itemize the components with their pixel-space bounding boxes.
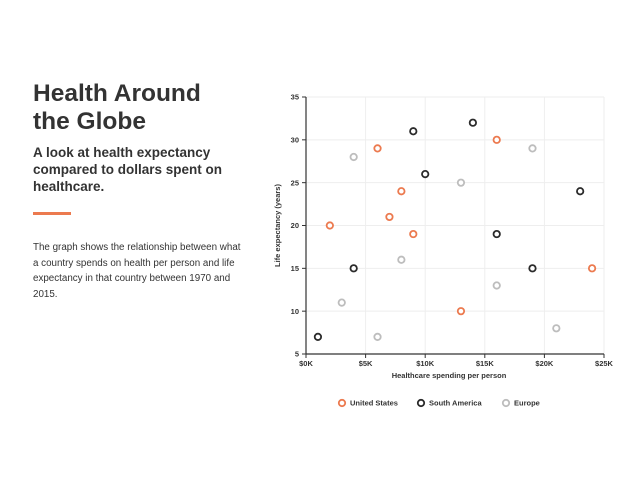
legend-marker-europe bbox=[501, 398, 511, 408]
data-point-europe[interactable] bbox=[397, 255, 406, 264]
chart-points bbox=[313, 118, 597, 341]
x-tick-label: $5K bbox=[359, 359, 373, 368]
legend-marker-south-america bbox=[416, 398, 426, 408]
x-tick-label: $10K bbox=[416, 359, 435, 368]
y-tick-label: 30 bbox=[291, 135, 299, 144]
legend-item-united-states[interactable]: United States bbox=[337, 398, 398, 408]
x-tick-label: $20K bbox=[535, 359, 554, 368]
x-axis-title: Healthcare spending per person bbox=[392, 371, 507, 380]
data-point-europe[interactable] bbox=[552, 324, 561, 333]
y-tick-label: 20 bbox=[291, 221, 299, 230]
x-tick-label: $25K bbox=[595, 359, 614, 368]
data-point-europe[interactable] bbox=[528, 144, 537, 153]
data-point-united-states[interactable] bbox=[587, 264, 597, 273]
data-point-europe[interactable] bbox=[492, 281, 501, 290]
chart-legend[interactable]: United States South America Europe bbox=[337, 398, 540, 408]
legend-label-south-america: South America bbox=[429, 399, 482, 408]
y-tick-label: 15 bbox=[291, 264, 299, 273]
chart-axes: $0K $5K $10K $15K $20K $25K 5 10 15 20 25 30 35 Healt… bbox=[273, 93, 614, 380]
data-point-united-states[interactable] bbox=[492, 135, 501, 144]
x-tick-label: $0K bbox=[299, 359, 313, 368]
data-point-south-america[interactable] bbox=[421, 170, 430, 179]
data-point-united-states[interactable] bbox=[456, 307, 466, 316]
y-axis-title: Life expectancy (years) bbox=[273, 184, 282, 267]
legend-item-europe[interactable]: Europe bbox=[501, 398, 540, 408]
data-point-united-states[interactable] bbox=[409, 229, 418, 239]
data-point-south-america[interactable] bbox=[576, 187, 585, 196]
data-point-south-america[interactable] bbox=[349, 264, 358, 273]
data-point-south-america[interactable] bbox=[528, 264, 537, 273]
legend-marker-united-states bbox=[337, 398, 347, 408]
y-tick-label: 5 bbox=[295, 350, 299, 359]
data-point-south-america[interactable] bbox=[468, 118, 477, 127]
data-point-europe[interactable] bbox=[337, 298, 346, 307]
chart-description: The graph shows the relationship between… bbox=[33, 242, 241, 300]
y-tick-label: 35 bbox=[291, 93, 299, 102]
data-point-europe[interactable] bbox=[456, 178, 466, 187]
data-point-united-states[interactable] bbox=[325, 221, 334, 230]
data-point-south-america[interactable] bbox=[492, 229, 501, 239]
data-point-south-america[interactable] bbox=[409, 127, 418, 136]
legend-label-europe: Europe bbox=[514, 399, 540, 408]
page-title: Health Around the Globe bbox=[33, 80, 201, 135]
data-point-united-states[interactable] bbox=[385, 212, 394, 222]
page-subtitle: A look at health expectancy compared to … bbox=[33, 145, 223, 194]
data-point-europe[interactable] bbox=[349, 152, 358, 162]
x-tick-label: $15K bbox=[476, 359, 495, 368]
y-tick-label: 25 bbox=[291, 178, 299, 187]
data-point-south-america[interactable] bbox=[313, 332, 323, 341]
accent-divider bbox=[33, 212, 71, 215]
data-point-united-states[interactable] bbox=[397, 187, 406, 196]
chart-gridlines bbox=[306, 96, 605, 354]
legend-item-south-america[interactable]: South America bbox=[416, 398, 483, 408]
y-tick-label: 10 bbox=[291, 307, 299, 316]
data-point-europe[interactable] bbox=[373, 332, 382, 341]
info-panel: Health Around the Globe A look at health… bbox=[33, 80, 243, 302]
data-point-united-states[interactable] bbox=[373, 144, 382, 153]
legend-label-united-states: United States bbox=[350, 399, 398, 408]
